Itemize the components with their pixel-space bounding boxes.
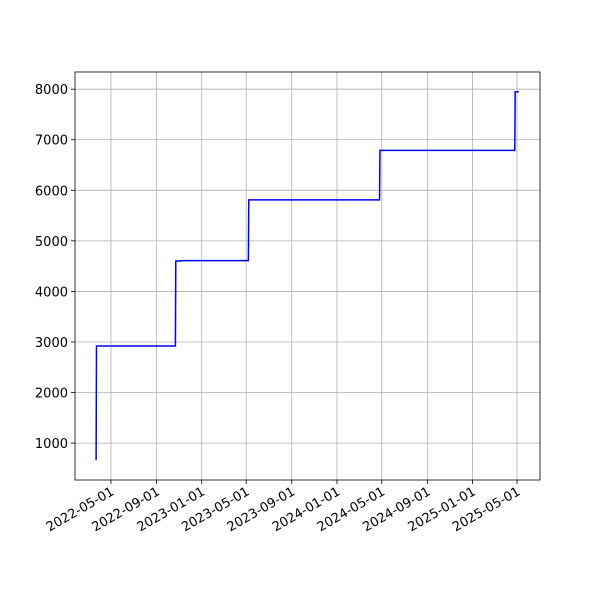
axes-frame [74, 71, 541, 481]
grid [75, 72, 540, 480]
y-tick-label: 4000 [35, 285, 68, 300]
y-tick-label: 1000 [35, 437, 68, 452]
data-line [95, 90, 519, 461]
plot-area [95, 90, 519, 461]
y-tick-label: 5000 [35, 235, 68, 250]
y-tick-label: 2000 [35, 387, 68, 402]
y-tick-label: 6000 [35, 184, 68, 199]
y-tick-label: 3000 [35, 336, 68, 351]
y-tick-label: 7000 [35, 134, 68, 149]
y-tick-label: 8000 [35, 83, 68, 98]
